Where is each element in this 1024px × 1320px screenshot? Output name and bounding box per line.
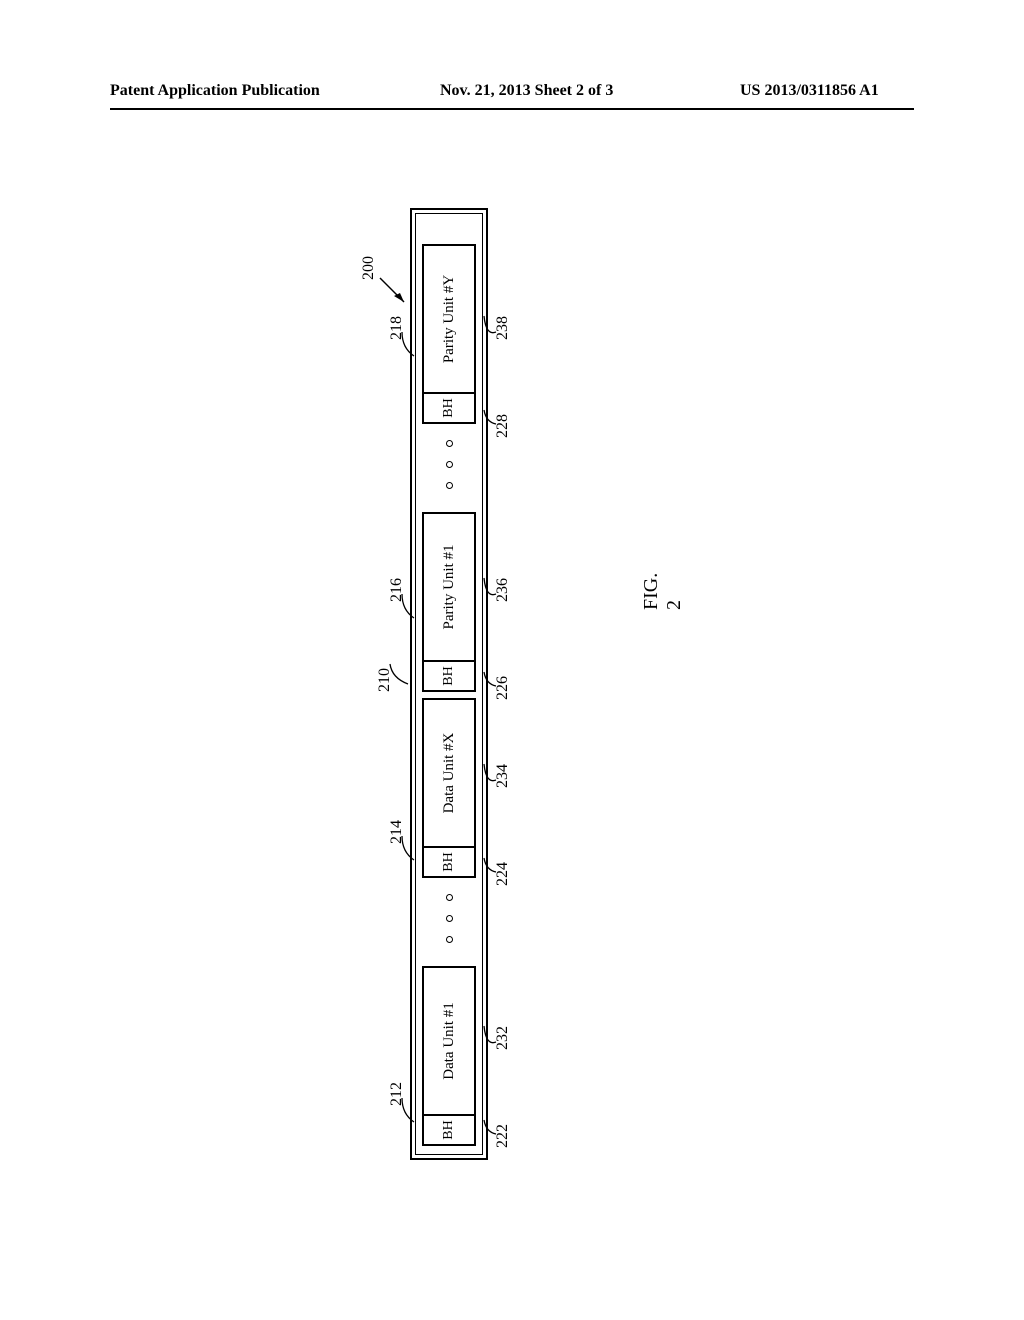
ref-214-leader — [400, 832, 416, 866]
ref-222-leader — [482, 1116, 498, 1140]
ref-212-leader — [400, 1094, 416, 1128]
dot-icon — [446, 916, 453, 923]
header-left: Patent Application Publication — [110, 82, 320, 100]
block-row: BH Data Unit #1 BH Data Unit #X — [422, 222, 476, 1146]
dot-icon — [446, 441, 453, 448]
dot-icon — [446, 462, 453, 469]
block-214: BH Data Unit #X — [422, 698, 476, 878]
figure-rotated-wrapper: 200 210 BH Data Unit #1 — [370, 200, 530, 1160]
dots-1 — [446, 884, 453, 954]
ref-210-leader — [388, 648, 410, 688]
figure-2-diagram: 200 210 BH Data Unit #1 — [370, 200, 530, 1160]
ref-234-leader — [482, 760, 498, 790]
page-header: Patent Application Publication Nov. 21, … — [0, 82, 1024, 112]
bh-222: BH — [424, 1114, 474, 1144]
ref-224-leader — [482, 854, 498, 878]
container-inner: BH Data Unit #1 BH Data Unit #X — [415, 213, 483, 1155]
ref-200: 200 — [360, 256, 378, 280]
dots-2 — [446, 430, 453, 500]
unit-238: Parity Unit #Y — [424, 246, 474, 392]
dot-icon — [446, 895, 453, 902]
ref-218-leader — [400, 328, 416, 362]
figure-caption: FIG. 2 — [640, 573, 686, 610]
unit-232: Data Unit #1 — [424, 968, 474, 1114]
dot-icon — [446, 937, 453, 944]
header-center: Nov. 21, 2013 Sheet 2 of 3 — [440, 82, 613, 100]
block-216: BH Parity Unit #1 — [422, 512, 476, 692]
ref-238-leader — [482, 312, 498, 342]
block-218: BH Parity Unit #Y — [422, 244, 476, 424]
header-right: US 2013/0311856 A1 — [740, 82, 879, 100]
bh-224: BH — [424, 846, 474, 876]
ref-216-leader — [400, 590, 416, 624]
bh-228: BH — [424, 392, 474, 422]
ref-236-leader — [482, 574, 498, 604]
ref-232-leader — [482, 1022, 498, 1052]
container-outer: BH Data Unit #1 BH Data Unit #X — [410, 208, 488, 1160]
header-rule — [110, 108, 914, 110]
dot-icon — [446, 483, 453, 490]
unit-234: Data Unit #X — [424, 700, 474, 846]
ref-228-leader — [482, 406, 498, 430]
ref-200-leader — [378, 276, 408, 308]
page: Patent Application Publication Nov. 21, … — [0, 0, 1024, 1320]
bh-226: BH — [424, 660, 474, 690]
unit-236: Parity Unit #1 — [424, 514, 474, 660]
block-212: BH Data Unit #1 — [422, 966, 476, 1146]
ref-226-leader — [482, 668, 498, 692]
